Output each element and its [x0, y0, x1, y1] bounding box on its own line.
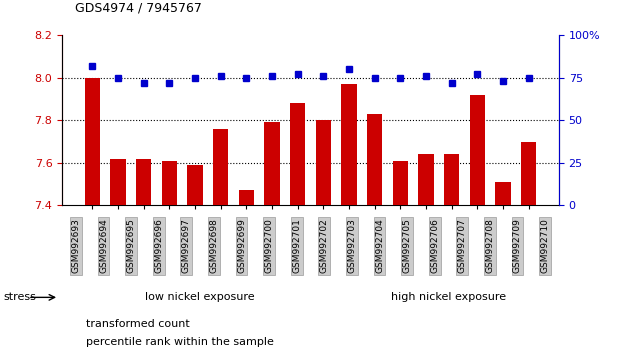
Text: GSM992704: GSM992704 [375, 219, 384, 273]
Text: GSM992708: GSM992708 [486, 218, 494, 274]
Bar [111, 159, 125, 205]
Text: GSM992698: GSM992698 [209, 218, 219, 274]
Text: GSM992696: GSM992696 [154, 218, 163, 274]
Text: GSM992710: GSM992710 [541, 218, 550, 274]
Bar [161, 161, 177, 205]
Text: percentile rank within the sample: percentile rank within the sample [86, 337, 274, 347]
Text: GSM992701: GSM992701 [292, 218, 301, 274]
Text: high nickel exposure: high nickel exposure [391, 292, 506, 302]
Bar [136, 159, 152, 205]
Bar [238, 190, 254, 205]
Bar [496, 182, 510, 205]
Text: GSM992705: GSM992705 [402, 218, 412, 274]
Text: transformed count: transformed count [86, 319, 189, 329]
Bar [290, 103, 306, 205]
Bar [367, 114, 383, 205]
Bar [521, 142, 537, 205]
Text: stress: stress [3, 292, 36, 302]
Text: GSM992693: GSM992693 [71, 218, 80, 274]
Text: GSM992707: GSM992707 [458, 218, 467, 274]
Text: GSM992695: GSM992695 [127, 218, 135, 274]
Bar [419, 154, 433, 205]
Text: low nickel exposure: low nickel exposure [145, 292, 255, 302]
Text: GSM992697: GSM992697 [182, 218, 191, 274]
Bar [392, 161, 408, 205]
Text: GSM992709: GSM992709 [513, 218, 522, 274]
Bar [444, 154, 460, 205]
Bar [188, 165, 202, 205]
Text: GSM992694: GSM992694 [99, 219, 108, 273]
Text: GSM992703: GSM992703 [347, 218, 356, 274]
Bar [84, 78, 100, 205]
Bar [315, 120, 331, 205]
Bar [265, 122, 279, 205]
Text: GDS4974 / 7945767: GDS4974 / 7945767 [75, 1, 201, 14]
Text: GSM992706: GSM992706 [430, 218, 439, 274]
Text: GSM992702: GSM992702 [320, 219, 329, 273]
Text: GSM992699: GSM992699 [237, 218, 246, 274]
Bar [213, 129, 229, 205]
Bar [469, 95, 485, 205]
Text: GSM992700: GSM992700 [265, 218, 274, 274]
Bar [342, 84, 356, 205]
